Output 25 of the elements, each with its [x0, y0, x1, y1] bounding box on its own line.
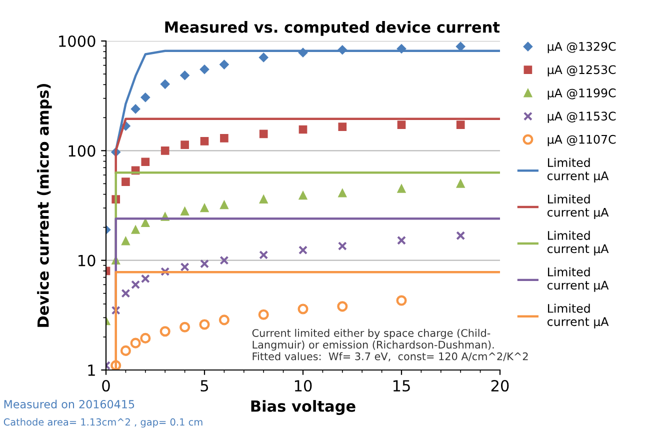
legend-label: µA @1199C	[548, 88, 616, 100]
x-tick-label: 10	[294, 380, 312, 392]
x-axis-title: Bias voltage	[251, 400, 356, 415]
y-tick-label: 100	[68, 145, 96, 157]
x-tick-label: 15	[393, 380, 410, 392]
legend-label: Limited current µA	[547, 304, 609, 328]
text: Cathode area= 1.13cm^2 , gap= 0.1 cm	[4, 418, 202, 428]
x-tick-label: 5	[200, 380, 208, 392]
y-tick-label: 10	[78, 254, 96, 266]
legend-label: Limited current µA	[547, 267, 609, 292]
chart-title: Measured vs. computed device current	[165, 21, 500, 36]
legend-label: µA @1107C	[548, 134, 616, 146]
legend-label: Limited current µA	[547, 158, 609, 183]
y-axis-title: Device current (micro amps)	[37, 84, 52, 327]
y-tick-label: 1	[88, 364, 95, 376]
legend-label: Limited current µA	[547, 230, 609, 256]
x-tick-label: 20	[491, 380, 509, 392]
legend-label: µA @1153C	[548, 112, 616, 123]
y-tick-label: 1000	[59, 35, 96, 48]
text: Measured on 20160415	[4, 400, 134, 408]
legend-label: µA @1253C	[548, 65, 616, 76]
x-tick-label: 0	[102, 380, 110, 392]
legend-label: Limited current µA	[547, 194, 609, 220]
annotation: Current limited either by space charge (Child- Langmuir) or emission (Richardson-Dushman). Fitted values: Wf= 3.7 eV, const= 120 A/cm^2/K^2	[252, 328, 528, 362]
legend-label: µA @1329C	[548, 42, 616, 54]
